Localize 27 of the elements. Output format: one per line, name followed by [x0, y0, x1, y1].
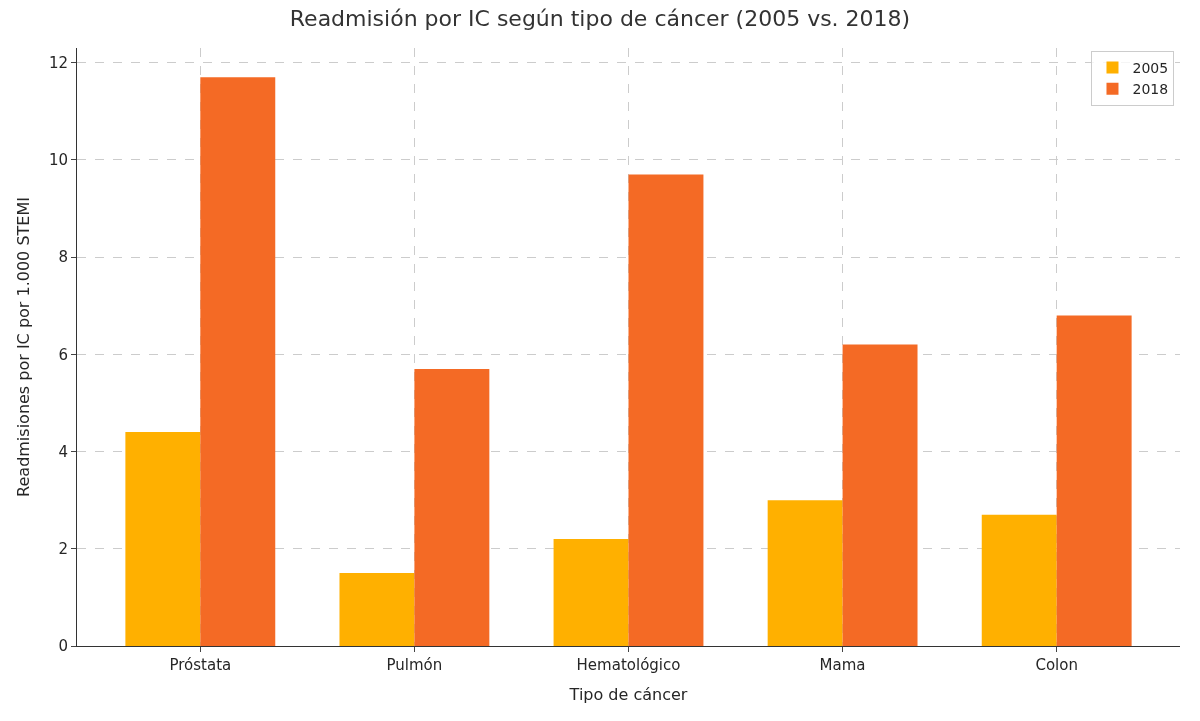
y-tick-label: 2 — [58, 540, 68, 559]
chart-title: Readmisión por IC según tipo de cáncer (2005 vs. 2018) — [289, 6, 911, 32]
y-tick-label: 4 — [58, 442, 68, 461]
legend-label: 2005 — [1132, 60, 1169, 77]
x-tick-label: Próstata — [169, 656, 232, 674]
bar — [414, 368, 490, 646]
x-axis-title: Tipo de cáncer — [568, 684, 688, 704]
legend-label: 2018 — [1132, 81, 1169, 98]
x-tick-label: Pulmón — [386, 656, 443, 674]
bar — [339, 573, 415, 646]
y-tick-label: 6 — [58, 345, 68, 364]
x-tick-label: Hematológico — [576, 656, 681, 674]
bar — [200, 77, 276, 646]
y-tick-label: 8 — [58, 248, 68, 267]
y-tick-label: 12 — [48, 53, 68, 72]
bar — [628, 174, 704, 646]
x-tick-label: Colon — [1035, 656, 1078, 674]
bar — [553, 539, 629, 646]
x-tick-label: Mama — [819, 656, 866, 674]
bar — [981, 514, 1057, 646]
bar — [125, 432, 201, 646]
y-tick-label: 0 — [58, 637, 68, 656]
bar — [1056, 315, 1132, 646]
bar — [767, 500, 843, 646]
y-axis-title: Readmisiones por IC por 1.000 STEMI — [13, 197, 33, 497]
bar — [842, 344, 918, 646]
y-tick-label: 10 — [48, 151, 68, 170]
